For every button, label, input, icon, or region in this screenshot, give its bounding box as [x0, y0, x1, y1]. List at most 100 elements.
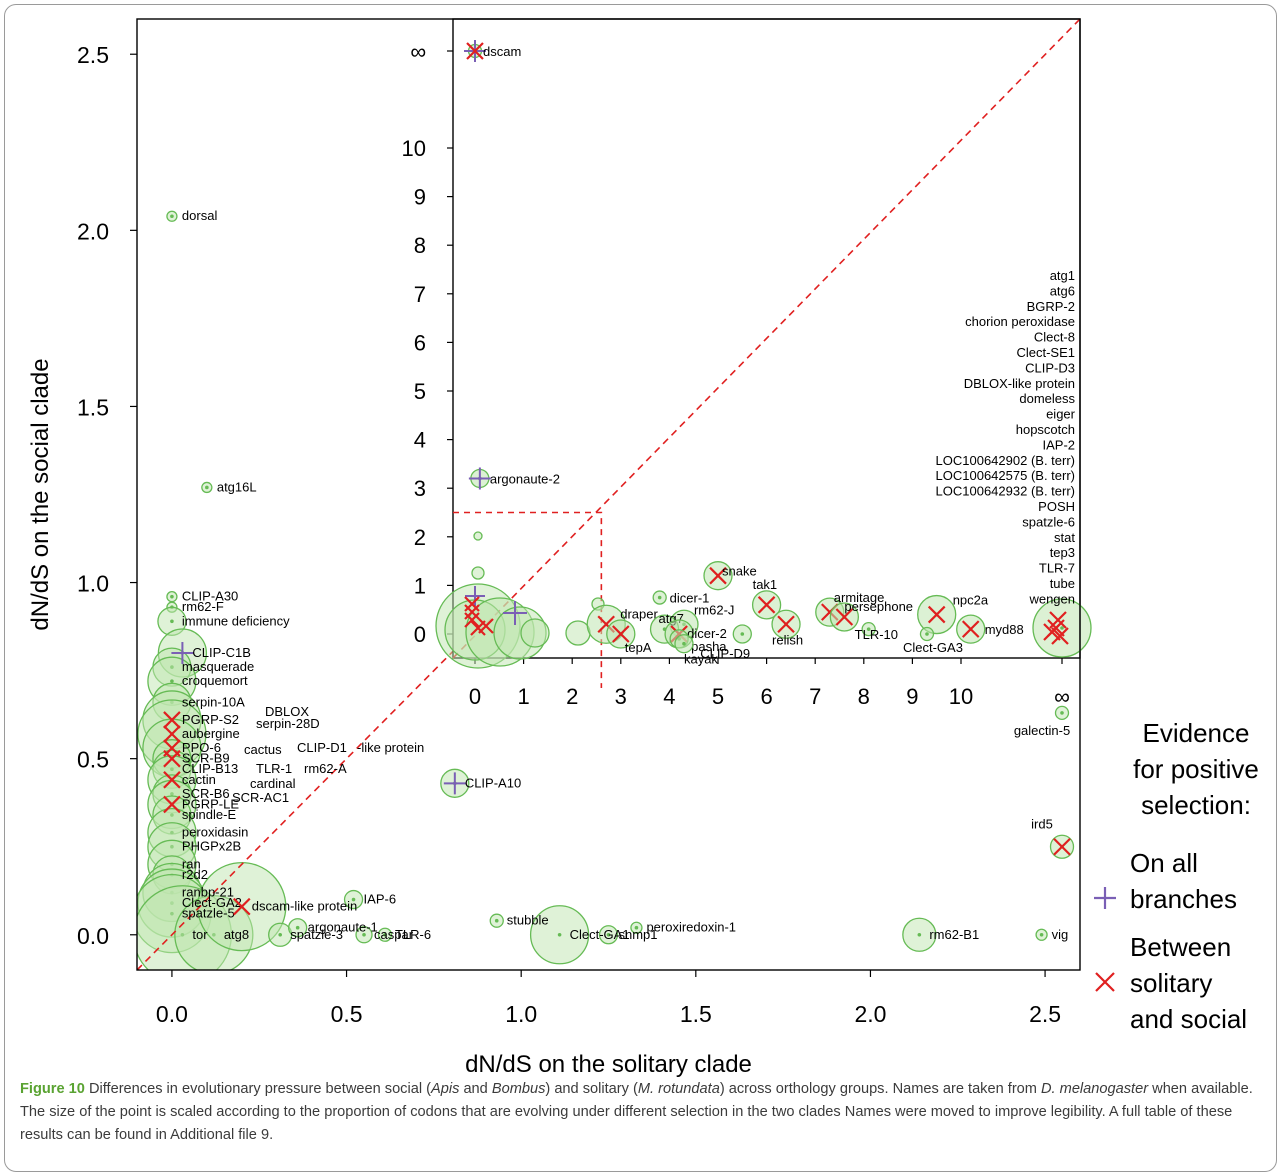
- point-croquemort-label: croquemort: [182, 673, 248, 688]
- inset-point-kayak-dot: [682, 641, 686, 646]
- ytick-label-1-5: 1.5: [77, 394, 109, 420]
- ytick-label-1-0: 1.0: [77, 571, 109, 597]
- point-atg8-label: atg8: [224, 927, 249, 942]
- inset-cluster-x4-cross-marker: [478, 618, 494, 634]
- point-galectin-5-label: galectin-5: [1014, 723, 1070, 738]
- inset-y-ticks: 0 1 2 3 4 5 6 7 8 9 10 ∞: [402, 39, 453, 647]
- point-phgpx2b-label: PHGPx2B: [182, 839, 241, 854]
- point-aubergine-cross-marker: [163, 725, 181, 743]
- inset-infinity-label-posh: POSH: [1038, 499, 1075, 514]
- inset-ytick-label-1: 1: [414, 573, 426, 598]
- legend-plus-icon: [1094, 887, 1116, 909]
- inset-infinity-label-tep3: tep3: [1050, 545, 1075, 560]
- inset-infinity-label-clip-d3: CLIP-D3: [1025, 360, 1075, 375]
- xtick-label-2-5: 2.5: [1029, 1001, 1061, 1027]
- ytick-label-2-5: 2.5: [77, 42, 109, 68]
- caption-part-4: ) and solitary (: [545, 1081, 638, 1097]
- point-caspar-dot: [362, 932, 366, 937]
- inset-infinity-label-bgrp-2: BGRP-2: [1027, 299, 1075, 314]
- inset-ytick-label-7: 7: [414, 282, 426, 307]
- point-serpin-10a-label: serpin-10A: [182, 694, 245, 709]
- inset-infinity-label-iap-2: IAP-2: [1042, 437, 1075, 452]
- inset-point-tlr-10-dot: [866, 627, 871, 631]
- inset-infinity-label-spatzle-6: spatzle-6: [1022, 514, 1075, 529]
- xtick-label-2-0: 2.0: [854, 1001, 886, 1027]
- inset-cluster-x2-cross-marker: [464, 612, 480, 628]
- point-pgrp-le-label: PGRP-LE: [182, 796, 239, 811]
- point-snmp1-label: snmp1: [619, 927, 658, 942]
- inset-point-tepa-cross-marker: [612, 625, 630, 643]
- legend-entry-plus-line-0: On all: [1130, 848, 1198, 878]
- inset-infinity-label-clect-8: Clect-8: [1034, 330, 1075, 345]
- legend-title-line-1: for positive: [1133, 754, 1259, 784]
- inset-point-clect-ga3-label: Clect-GA3: [903, 640, 963, 655]
- caption-part-3: Bombus: [491, 1081, 546, 1097]
- point-pgrp-s2-label: PGRP-S2: [182, 712, 239, 727]
- label-dblox: DBLOX: [265, 704, 309, 719]
- inset-cluster-b-plus-marker: [503, 601, 527, 625]
- inset-point-relish-label: relish: [772, 632, 803, 647]
- inset-xtick-label-4: 4: [663, 684, 675, 709]
- figure-caption: Figure 10 Differences in evolutionary pr…: [20, 1078, 1265, 1147]
- label-clip-d1: CLIP-D1: [297, 740, 347, 755]
- point-snmp1-dot: [606, 932, 611, 937]
- point-peroxiredoxin-1-label: peroxiredoxin-1: [646, 920, 736, 935]
- inset-ytick-label-0: 0: [414, 622, 426, 647]
- inset-point-draper-label: draper: [620, 606, 658, 621]
- inset-point-pasha-label: pasha: [691, 639, 727, 654]
- inset-point-armitage-label: armitage: [834, 590, 885, 605]
- inset-xtick-label-3: 3: [615, 684, 627, 709]
- inset-point-clip-d9-dot: [740, 632, 745, 636]
- xtick-label-1-5: 1.5: [680, 1001, 712, 1027]
- legend-entry-cross-line-1: solitary: [1130, 968, 1212, 998]
- inset-ytick-label-inf: ∞: [410, 39, 426, 64]
- caption-lead: Figure 10: [20, 1081, 85, 1097]
- inset-point-tak1-label: tak1: [753, 577, 778, 592]
- caption-part-5: M. rotundata: [637, 1081, 720, 1097]
- label-cardinal: cardinal: [250, 776, 296, 791]
- inset-point-dscam-label: dscam: [483, 44, 521, 59]
- ytick-label-0-0: 0.0: [77, 923, 109, 949]
- inset-xtick-label-5: 5: [712, 684, 724, 709]
- inset-xtick-label-0: 0: [469, 684, 481, 709]
- point-dscam-like-protein-label: dscam-like protein: [252, 899, 358, 914]
- inset-xtick-label-6: 6: [760, 684, 772, 709]
- label-rm62-a: rm62-A: [304, 761, 347, 776]
- legend-title-line-2: selection:: [1141, 790, 1251, 820]
- xtick-label-0-0: 0.0: [156, 1001, 188, 1027]
- label-tlr-1: TLR-1: [256, 761, 292, 776]
- inset-point-rm62-j-label: rm62-J: [694, 602, 734, 617]
- point-ppo-6-label: PPO-6: [182, 740, 221, 755]
- point-clect-ga1-label: Clect-GA1: [570, 927, 630, 942]
- main-x-axis: 0.0 0.5 1.0 1.5 2.0 2.5: [156, 970, 1061, 1027]
- ytick-label-2-0: 2.0: [77, 218, 109, 244]
- inset-point-myd88-label: myd88: [985, 622, 1024, 637]
- inset-point-relish-cross-marker: [777, 615, 795, 634]
- point-peroxidasin-label: peroxidasin: [182, 825, 249, 840]
- inset-infinity-x3-cross-marker: [1043, 623, 1061, 641]
- inset-point-tak1-cross-marker: [757, 596, 776, 614]
- main-plot-frame: [136, 18, 1081, 971]
- point-dorsal-label: dorsal: [182, 208, 218, 223]
- legend-entry-cross-line-2: and social: [1130, 1004, 1247, 1034]
- caption-part-2: and: [459, 1081, 492, 1097]
- inset-cluster-bubble-7: [471, 566, 485, 580]
- inset-infinity-label-clect-se1: Clect-SE1: [1016, 345, 1075, 360]
- point-scr-b6-label: SCR-B6: [182, 786, 230, 801]
- inset-ytick-label-10: 10: [402, 136, 426, 161]
- label-scr-ac1: SCR-AC1: [232, 790, 289, 805]
- inset-point-tepa-label: tepA: [625, 640, 652, 655]
- inset-infinity-label-atg6: atg6: [1050, 283, 1075, 298]
- inset-infinity-label-chorion-peroxidase: chorion peroxidase: [965, 314, 1075, 329]
- point-caspar-label: caspar: [374, 927, 414, 942]
- ytick-label-0-5: 0.5: [77, 747, 109, 773]
- caption-part-7: D. melanogaster: [1041, 1081, 1149, 1097]
- inset-point-myd88-cross-marker: [961, 620, 980, 638]
- point-clip-a10-label: CLIP-A10: [465, 775, 521, 790]
- legend-entry-cross-line-0: Between: [1130, 932, 1231, 962]
- point-ird5-cross-marker: [1053, 837, 1071, 856]
- inset-ytick-label-6: 6: [414, 330, 426, 355]
- legend-cross-icon: [1095, 972, 1115, 992]
- point-spatzle-5-label: spatzle-5: [182, 906, 235, 921]
